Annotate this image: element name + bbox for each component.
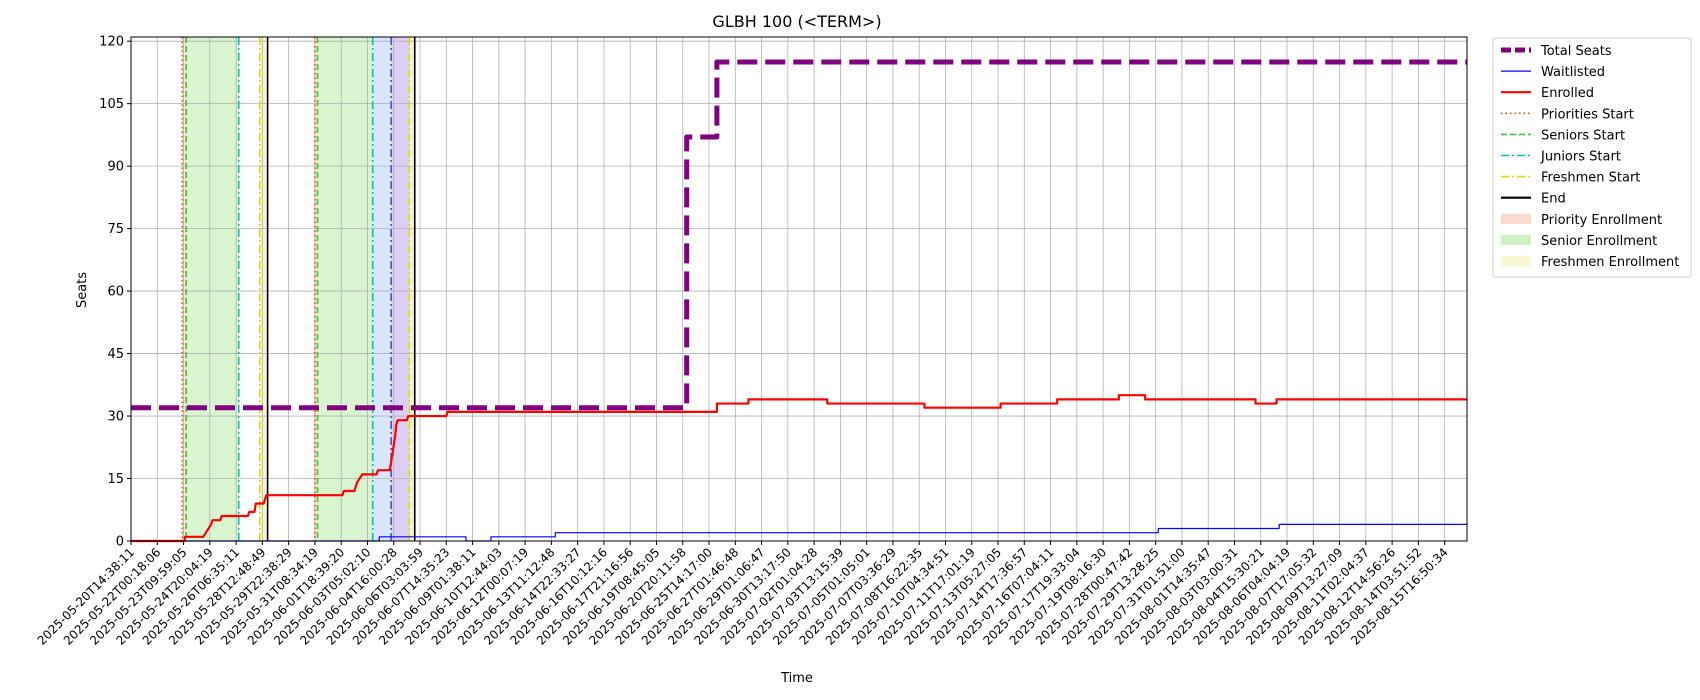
series-line-enrolled bbox=[131, 394, 1467, 543]
y-tick-label: 45 bbox=[107, 347, 124, 362]
legend-label: Freshmen Start bbox=[1541, 171, 1640, 186]
shaded-region-4-1 bbox=[409, 37, 415, 541]
y-axis-label: Seats bbox=[75, 272, 90, 308]
y-tick-label: 0 bbox=[116, 535, 124, 550]
series-line-waitlisted bbox=[131, 523, 1467, 542]
legend-label: Freshmen Enrollment bbox=[1541, 255, 1679, 270]
shaded-region-1-1 bbox=[317, 37, 373, 541]
y-tick-label: 90 bbox=[107, 160, 124, 175]
shaded-region-2-0 bbox=[372, 37, 392, 541]
legend-box bbox=[1492, 37, 1692, 278]
legend-label: Senior Enrollment bbox=[1541, 234, 1657, 249]
legend-swatch bbox=[1501, 213, 1531, 224]
shaded-region-1-0 bbox=[186, 37, 239, 541]
legend-label: Juniors Start bbox=[1540, 150, 1621, 165]
chart-title: GLBH 100 (<TERM>) bbox=[712, 12, 881, 31]
y-tick-label: 105 bbox=[99, 97, 124, 112]
plot-frame bbox=[130, 36, 1468, 542]
x-axis-label: Time bbox=[780, 671, 813, 686]
legend-label: Seniors Start bbox=[1541, 128, 1625, 143]
legend-label: Priority Enrollment bbox=[1541, 213, 1662, 228]
shaded-region-4-0 bbox=[259, 37, 268, 541]
shaded-region-0-0 bbox=[182, 37, 187, 541]
y-tick-label: 75 bbox=[107, 222, 124, 237]
legend-label: Waitlisted bbox=[1541, 65, 1605, 80]
y-tick-label: 60 bbox=[107, 285, 124, 300]
series-line-total-seats bbox=[131, 59, 1467, 411]
legend-label: Priorities Start bbox=[1541, 107, 1634, 122]
shaded-region-0-1 bbox=[314, 37, 318, 541]
y-tick-label: 120 bbox=[99, 35, 124, 50]
legend-label: Enrolled bbox=[1541, 86, 1594, 101]
shaded-region-3-0 bbox=[391, 37, 410, 541]
legend-swatch bbox=[1501, 234, 1531, 245]
y-tick-label: 15 bbox=[107, 472, 124, 487]
plot-area: 01530456075901051202025-05-20T14:38:1120… bbox=[35, 35, 1468, 648]
legend-label: Total Seats bbox=[1540, 44, 1612, 59]
legend-label: End bbox=[1541, 192, 1566, 207]
y-tick-label: 30 bbox=[107, 410, 124, 425]
legend: Total Seats Waitlisted Enrolled Priorities … bbox=[1492, 37, 1692, 278]
legend-swatch bbox=[1501, 256, 1531, 266]
